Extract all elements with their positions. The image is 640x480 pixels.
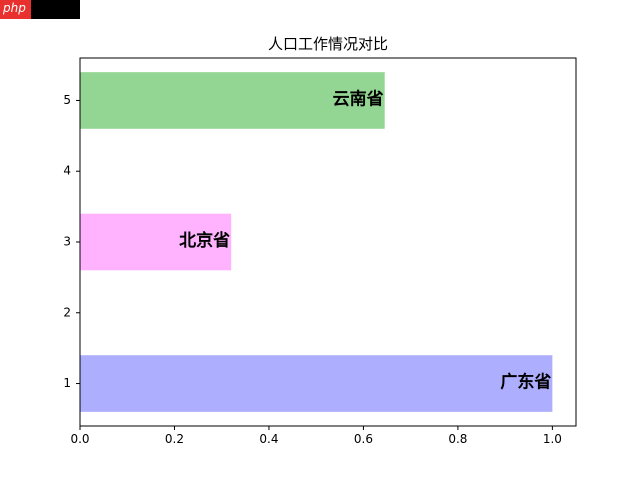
- x-tick-label: 0.0: [70, 432, 89, 446]
- x-tick-label: 0.4: [259, 432, 278, 446]
- y-axis: 1 2 3 4 5: [63, 93, 80, 390]
- bar-label-1: 广东省: [500, 372, 551, 393]
- watermark-logo: php: [0, 0, 80, 19]
- bar-label-3: 云南省: [333, 88, 384, 109]
- x-tick-label: 0.6: [354, 432, 373, 446]
- bar-2: [80, 213, 232, 271]
- y-tick-label: 3: [63, 235, 71, 249]
- y-tick-label: 1: [63, 376, 71, 390]
- bar-labels-group: 广东省 北京省 云南省: [179, 88, 551, 392]
- bar-1: [80, 355, 553, 412]
- bar-3: [80, 72, 385, 129]
- chart-title: 人口工作情况对比: [268, 35, 388, 53]
- y-tick-label: 2: [63, 305, 71, 319]
- watermark-text: php: [3, 1, 26, 15]
- y-tick-label: 4: [63, 164, 71, 178]
- bar-label-2: 北京省: [179, 230, 230, 251]
- x-tick-label: 0.2: [165, 432, 184, 446]
- x-tick-label: 0.8: [448, 432, 467, 446]
- bars-group: [80, 72, 553, 412]
- watermark-logo-accent: [0, 0, 31, 19]
- x-tick-label: 1.0: [543, 432, 562, 446]
- x-axis: 0.0 0.2 0.4 0.6 0.8 1.0: [70, 426, 562, 446]
- y-tick-label: 5: [63, 93, 71, 107]
